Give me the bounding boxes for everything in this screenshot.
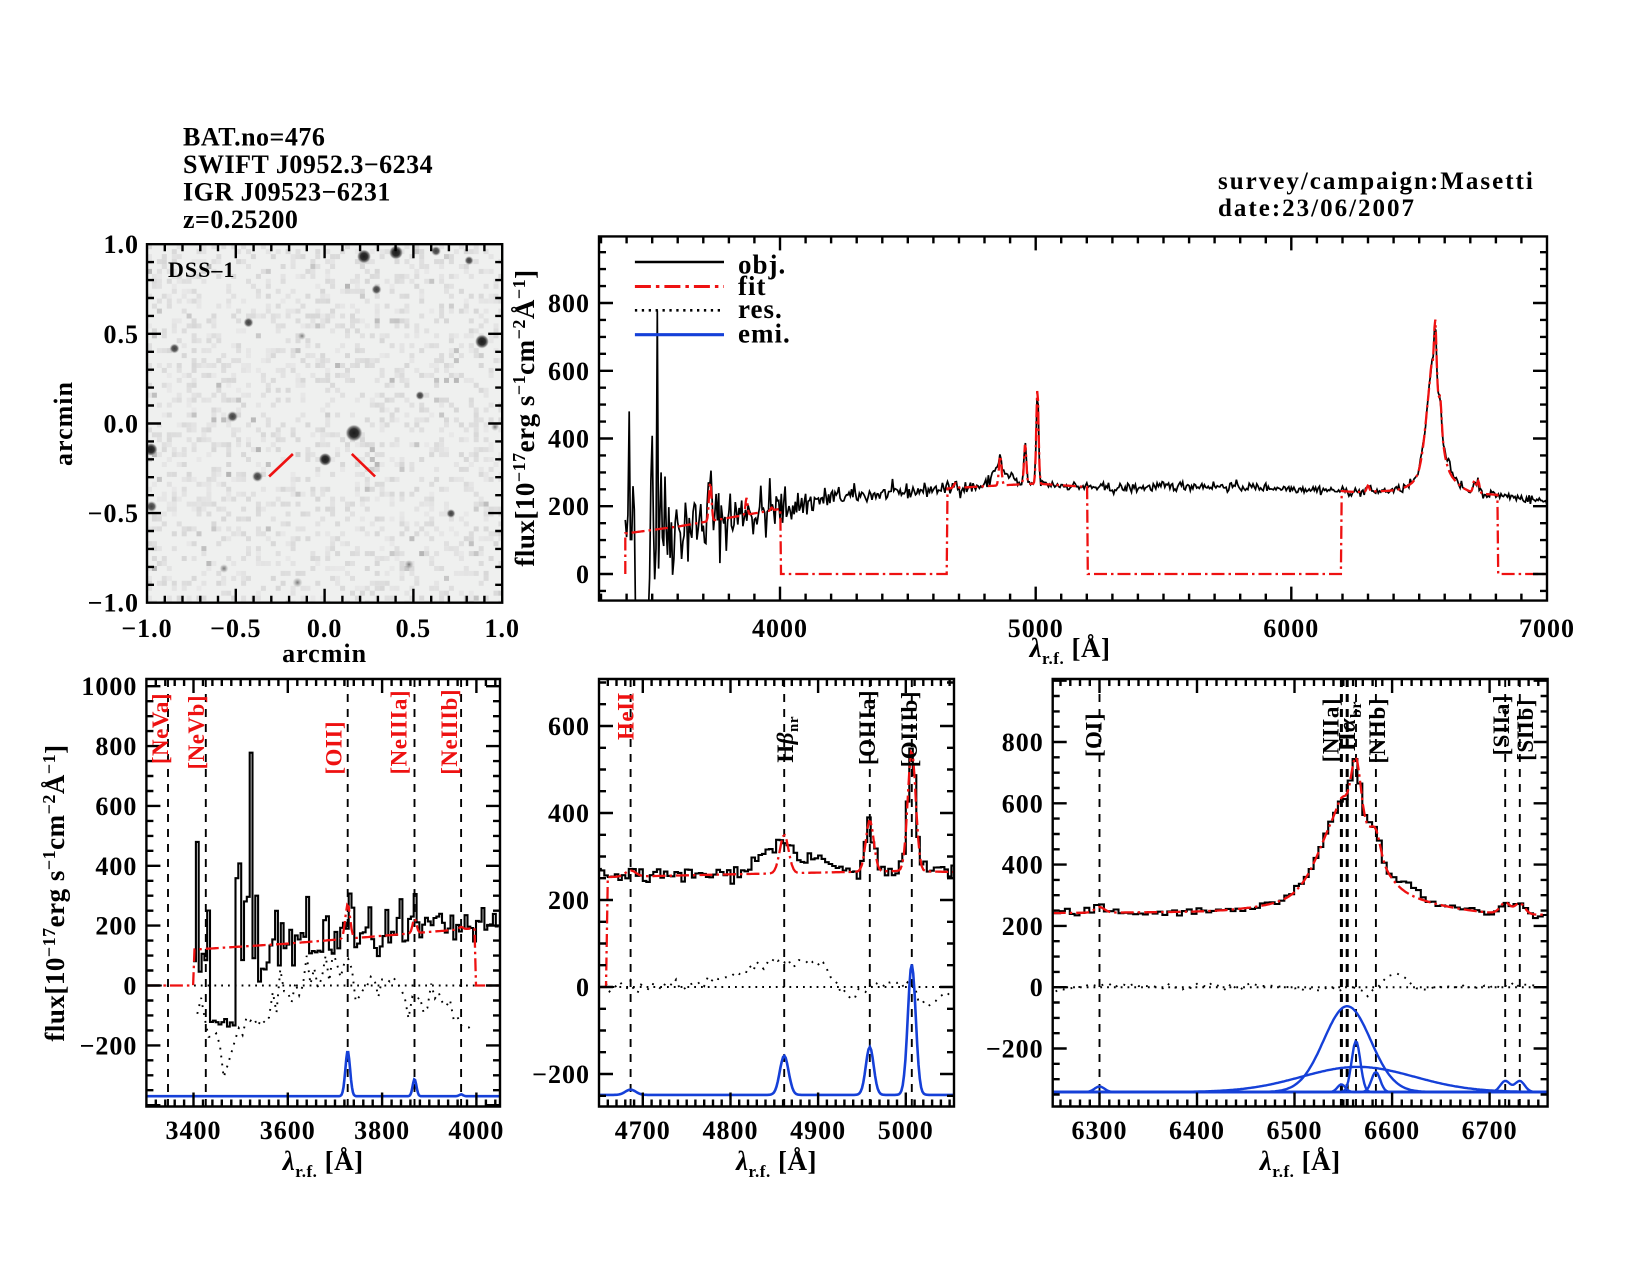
svg-text:600: 600 [548, 712, 590, 741]
svg-text:λr.f. [Å]: λr.f. [Å] [735, 1146, 817, 1181]
svg-text:7000: 7000 [1519, 614, 1575, 643]
svg-text:400: 400 [548, 799, 590, 828]
svg-text:[OI]: [OI] [1082, 713, 1107, 757]
svg-text:obj.: obj. [738, 250, 786, 280]
svg-text:200: 200 [1002, 912, 1044, 941]
svg-text:[SIIa]: [SIIa] [1489, 695, 1514, 756]
svg-text:6600: 6600 [1364, 1116, 1420, 1145]
svg-text:6400: 6400 [1169, 1116, 1225, 1145]
svg-text:0: 0 [123, 972, 137, 1001]
svg-text:[NeIIIa]: [NeIIIa] [387, 690, 412, 775]
svg-text:−1.0: −1.0 [121, 614, 172, 643]
svg-text:λr.f. [Å]: λr.f. [Å] [282, 1146, 364, 1181]
svg-text:6500: 6500 [1267, 1116, 1323, 1145]
svg-text:600: 600 [1002, 789, 1044, 818]
svg-text:200: 200 [95, 912, 137, 941]
svg-text:0: 0 [1030, 973, 1044, 1002]
svg-text:[NeVa]: [NeVa] [148, 693, 173, 764]
svg-text:4000: 4000 [448, 1116, 504, 1145]
svg-text:IGR J09523−6231: IGR J09523−6231 [183, 178, 391, 207]
svg-text:0.5: 0.5 [396, 614, 432, 643]
svg-text:[NIIb]: [NIIb] [1365, 698, 1390, 764]
svg-text:3800: 3800 [354, 1116, 410, 1145]
svg-text:BAT.no=476: BAT.no=476 [183, 123, 325, 152]
svg-text:200: 200 [548, 886, 590, 915]
svg-text:3600: 3600 [260, 1116, 316, 1145]
svg-text:[NIIa]: [NIIa] [1318, 698, 1343, 762]
svg-text:−0.5: −0.5 [88, 499, 139, 528]
svg-text:[NeIIIb]: [NeIIIb] [437, 689, 462, 775]
svg-text:fit: fit [738, 271, 766, 301]
svg-text:[NeVb]: [NeVb] [184, 695, 209, 770]
svg-text:800: 800 [95, 732, 137, 761]
svg-text:−200: −200 [986, 1035, 1044, 1064]
svg-text:5000: 5000 [1008, 614, 1064, 643]
svg-text:HeII: HeII [614, 692, 639, 740]
svg-text:3400: 3400 [166, 1116, 222, 1145]
svg-text:600: 600 [548, 357, 590, 386]
svg-text:arcmin: arcmin [282, 639, 367, 668]
svg-text:SWIFT J0952.3−6234: SWIFT J0952.3−6234 [183, 150, 433, 179]
svg-text:[OIIIb]: [OIIIb] [897, 691, 922, 767]
svg-text:z=0.25200: z=0.25200 [183, 205, 298, 234]
svg-text:0.5: 0.5 [104, 320, 140, 349]
svg-text:400: 400 [95, 852, 137, 881]
svg-text:date:23/06/2007: date:23/06/2007 [1218, 195, 1416, 222]
svg-text:0.0: 0.0 [307, 614, 343, 643]
svg-text:200: 200 [548, 492, 590, 521]
svg-text:4900: 4900 [790, 1116, 846, 1145]
svg-text:6700: 6700 [1462, 1116, 1518, 1145]
svg-text:1000: 1000 [81, 672, 137, 701]
svg-text:6300: 6300 [1072, 1116, 1128, 1145]
svg-text:400: 400 [548, 425, 590, 454]
svg-text:800: 800 [548, 289, 590, 318]
svg-text:0: 0 [576, 973, 590, 1002]
svg-text:0.0: 0.0 [104, 410, 140, 439]
svg-text:800: 800 [1002, 728, 1044, 757]
svg-text:4800: 4800 [703, 1116, 759, 1145]
svg-text:−200: −200 [532, 1060, 590, 1089]
svg-text:[SIIb]: [SIIb] [1513, 699, 1538, 761]
svg-text:λr.f. [Å]: λr.f. [Å] [1259, 1146, 1341, 1181]
svg-text:emi.: emi. [738, 319, 791, 349]
svg-text:arcmin: arcmin [49, 381, 78, 466]
svg-text:0: 0 [576, 560, 590, 589]
svg-text:[OIIIa]: [OIIIa] [855, 690, 880, 765]
svg-text:−0.5: −0.5 [210, 614, 261, 643]
svg-text:1.0: 1.0 [104, 230, 140, 259]
svg-text:[OII]: [OII] [322, 721, 347, 775]
svg-text:survey/campaign:Masetti: survey/campaign:Masetti [1218, 168, 1535, 195]
svg-text:−1.0: −1.0 [88, 589, 139, 618]
svg-text:DSS–1: DSS–1 [168, 257, 235, 282]
svg-text:5000: 5000 [878, 1116, 934, 1145]
svg-text:6000: 6000 [1263, 614, 1319, 643]
svg-text:1.0: 1.0 [484, 614, 520, 643]
svg-text:−200: −200 [80, 1031, 138, 1060]
svg-text:λr.f. [Å]: λr.f. [Å] [1029, 633, 1111, 668]
svg-text:400: 400 [1002, 851, 1044, 880]
svg-text:res.: res. [738, 294, 783, 324]
svg-text:600: 600 [95, 792, 137, 821]
svg-text:4700: 4700 [615, 1116, 671, 1145]
svg-text:flux[10−17erg s−1cm−2Å−1]: flux[10−17erg s−1cm−2Å−1] [509, 269, 540, 566]
svg-text:flux[10−17erg s−1cm−2Å−1]: flux[10−17erg s−1cm−2Å−1] [39, 744, 70, 1041]
svg-text:4000: 4000 [752, 614, 808, 643]
